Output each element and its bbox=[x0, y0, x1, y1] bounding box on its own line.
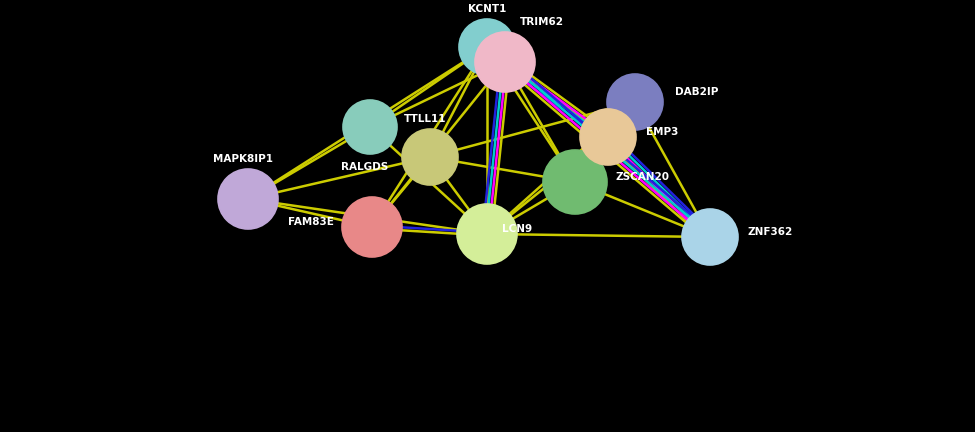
Text: ZNF362: ZNF362 bbox=[748, 227, 794, 237]
Circle shape bbox=[475, 32, 535, 92]
Circle shape bbox=[682, 209, 738, 265]
Circle shape bbox=[580, 109, 636, 165]
Text: DAB2IP: DAB2IP bbox=[675, 87, 719, 97]
Circle shape bbox=[459, 19, 515, 75]
Circle shape bbox=[457, 204, 517, 264]
Text: RALGDS: RALGDS bbox=[341, 162, 389, 172]
Text: ZSCAN20: ZSCAN20 bbox=[615, 172, 669, 182]
Text: EMP3: EMP3 bbox=[646, 127, 679, 137]
Circle shape bbox=[343, 100, 397, 154]
Text: TRIM62: TRIM62 bbox=[520, 17, 564, 27]
Text: TTLL11: TTLL11 bbox=[404, 114, 447, 124]
Circle shape bbox=[607, 74, 663, 130]
Circle shape bbox=[543, 150, 607, 214]
Text: FAM83E: FAM83E bbox=[289, 217, 334, 227]
Text: MAPK8IP1: MAPK8IP1 bbox=[213, 154, 273, 164]
Text: LCN9: LCN9 bbox=[502, 224, 532, 234]
Circle shape bbox=[402, 129, 458, 185]
Circle shape bbox=[218, 169, 278, 229]
Text: KCNT1: KCNT1 bbox=[468, 4, 506, 14]
Circle shape bbox=[342, 197, 402, 257]
